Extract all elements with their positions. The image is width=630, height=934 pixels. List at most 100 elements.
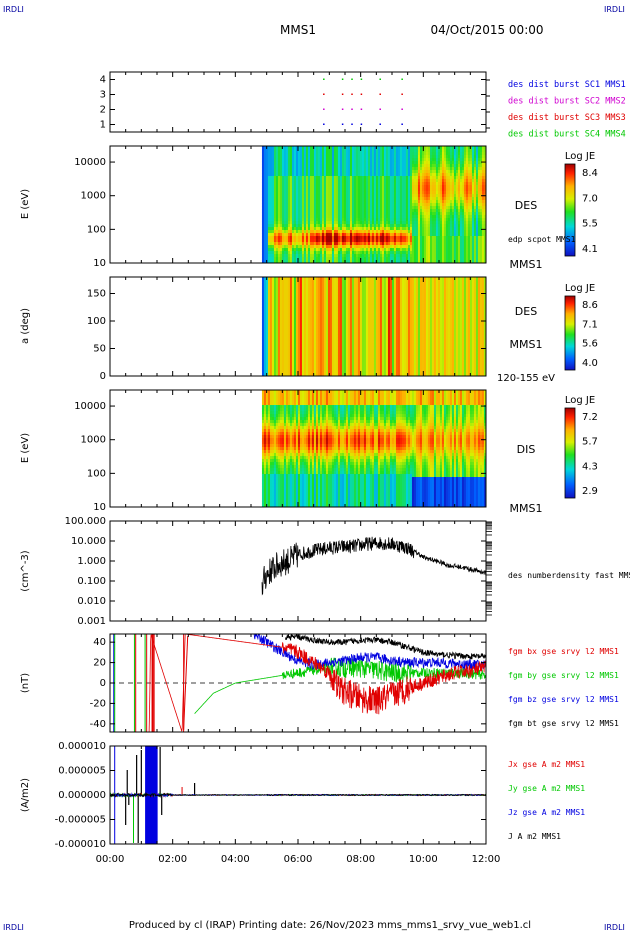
heat-cell [289, 361, 293, 365]
heat-cell [377, 206, 381, 210]
heat-cell [261, 239, 265, 243]
heat-cell [361, 206, 365, 210]
heat-cell [287, 248, 291, 252]
heat-cell [315, 152, 319, 156]
heat-cell [275, 373, 279, 376]
heat-cell [335, 257, 339, 261]
heat-cell [273, 191, 277, 195]
heat-cell [293, 286, 297, 290]
heat-cell [469, 146, 473, 150]
heat-cell [293, 179, 297, 183]
heat-cell [387, 257, 391, 261]
heat-cell [423, 245, 427, 249]
legend-entry: des dist burst SC4 MMS4 [508, 130, 626, 140]
burst-mark [379, 123, 381, 125]
heat-cell [321, 200, 325, 204]
heat-cell [265, 215, 269, 219]
heat-cell [467, 161, 471, 165]
heat-cell [435, 152, 439, 156]
heat-cell [291, 179, 295, 183]
heat-cell [317, 173, 321, 177]
heat-cell [465, 236, 469, 240]
heat-cell [351, 176, 355, 180]
heat-cell [263, 340, 267, 344]
heat-cell [399, 233, 403, 237]
heat-cell [377, 152, 381, 156]
heat-cell [349, 233, 353, 237]
heat-cell [407, 209, 411, 213]
heat-cell [393, 206, 397, 210]
heat-cell [367, 233, 371, 237]
heat-cell [347, 230, 351, 234]
heat-cell [261, 245, 265, 249]
heat-cell [435, 257, 439, 261]
legend-entry: des dist burst SC1 MMS1 [508, 80, 626, 90]
heat-cell [403, 218, 407, 222]
heat-cell [461, 248, 465, 252]
heat-cell [413, 191, 417, 195]
heat-cell [331, 260, 335, 263]
heat-cell [307, 260, 311, 263]
heat-cell [471, 167, 475, 171]
heat-cell [333, 191, 337, 195]
heat-cell [323, 242, 327, 246]
heat-cell [285, 149, 289, 153]
heat-cell [343, 194, 347, 198]
heat-cell [363, 209, 367, 213]
heat-cell [349, 242, 353, 246]
heat-cell [339, 203, 343, 207]
heat-cell [317, 215, 321, 219]
heat-cell [453, 179, 457, 183]
heat-cell [439, 155, 443, 159]
heat-cell [315, 194, 319, 198]
heat-cell [309, 182, 313, 186]
heat-cell [481, 260, 485, 263]
heat-cell [279, 221, 283, 225]
heat-cell [443, 251, 447, 255]
heat-cell [305, 158, 309, 162]
heat-cell [317, 227, 321, 231]
heat-cell [341, 221, 345, 225]
heat-cell [277, 361, 281, 365]
heat-cell [351, 158, 355, 162]
heat-cell [299, 233, 303, 237]
heat-cell [465, 227, 469, 231]
heat-cell [365, 254, 369, 258]
burst-mark [323, 108, 325, 110]
heat-cell [409, 215, 413, 219]
heat-cell [451, 209, 455, 213]
heat-cell [285, 179, 289, 183]
heat-cell [407, 164, 411, 168]
heat-cell [369, 164, 373, 168]
heat-cell [295, 230, 299, 234]
heat-cell [271, 215, 275, 219]
heat-cell [473, 209, 477, 213]
y-tick-label: 10 [93, 258, 106, 269]
heat-cell [343, 206, 347, 210]
heat-cell [457, 200, 461, 204]
heat-cell [283, 200, 287, 204]
heat-cell [283, 346, 287, 350]
heat-cell [383, 245, 387, 249]
heat-cell [457, 233, 461, 237]
heat-cell [275, 248, 279, 252]
heat-cell [277, 239, 281, 243]
heat-cell [319, 200, 323, 204]
heat-cell [409, 188, 413, 192]
heat-cell [277, 155, 281, 159]
heat-cell [383, 257, 387, 261]
heat-cell [473, 188, 477, 192]
heat-cell [347, 239, 351, 243]
heat-cell [477, 212, 481, 216]
heat-cell [343, 233, 347, 237]
heat-cell [313, 149, 317, 153]
heat-cell [405, 224, 409, 228]
heat-cell [371, 197, 375, 201]
heat-cell [457, 146, 461, 150]
heat-cell [435, 203, 439, 207]
heat-cell [473, 212, 477, 216]
heat-cell [469, 221, 473, 225]
heat-cell [287, 349, 291, 353]
heat-cell [359, 224, 363, 228]
heat-cell [423, 215, 427, 219]
